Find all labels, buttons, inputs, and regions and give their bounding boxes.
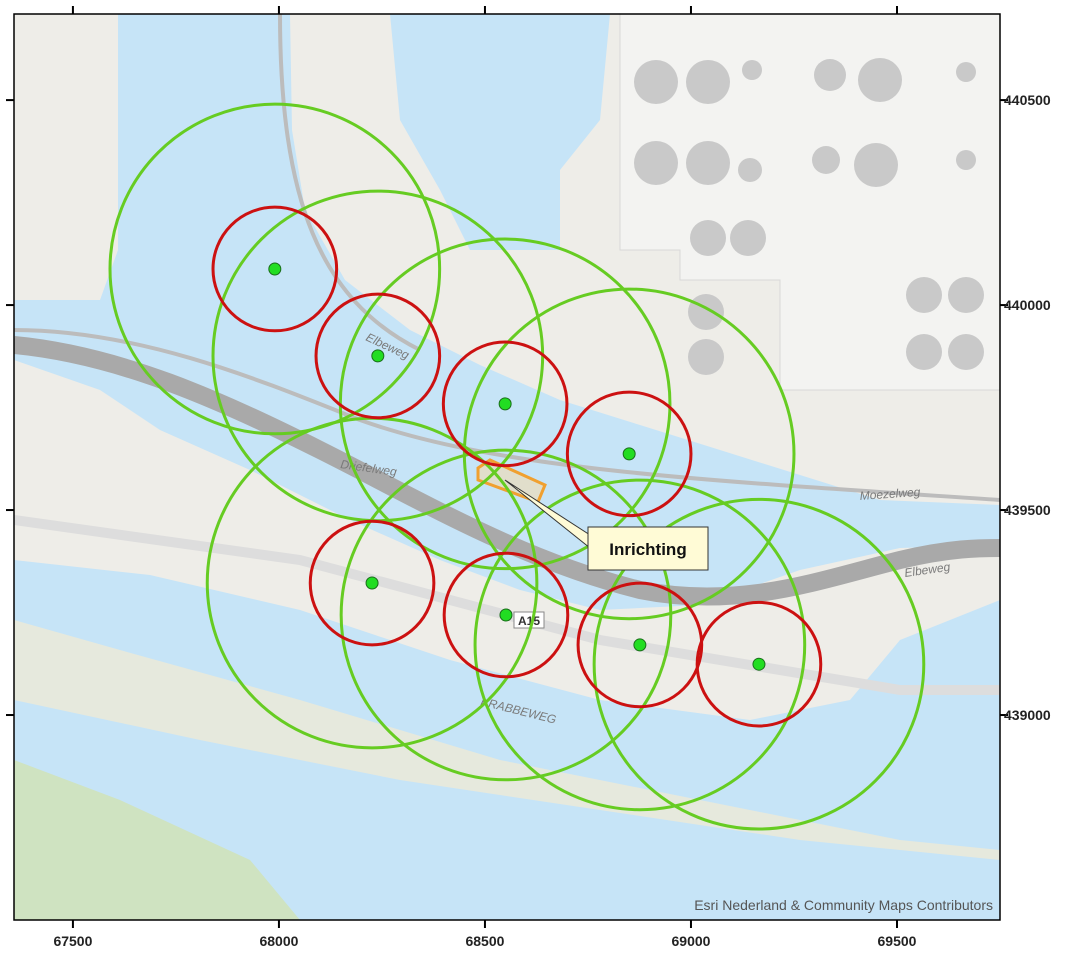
street-label: Elbeweg [903,560,951,580]
industrial-area [619,14,1000,391]
x-tick-label: 69500 [878,933,917,949]
road [14,515,1000,695]
location-point [622,447,636,461]
location-point [752,657,766,671]
location-point [365,576,379,590]
dike [14,620,1000,860]
y-tick-label: 439500 [1004,502,1051,518]
street-label: Moezelweg [859,485,921,503]
buffer-circle [314,292,442,420]
water [390,14,610,250]
attribution: Esri Nederland & Community Maps Contribu… [694,897,993,913]
x-tick-label: 69000 [672,933,711,949]
basemap: Elbeweg Driefelweg Moezelweg Elbeweg A15… [14,14,1000,920]
road-shield [513,611,545,629]
map-frame [13,13,1001,921]
road [278,14,421,352]
buffer-circle [462,287,796,621]
y-tick-label: 439000 [1004,707,1051,723]
buffers [108,102,926,831]
storage-tanks [634,58,984,375]
road [14,328,1000,502]
facility-label: Inrichting [609,540,686,559]
buffer-circle [576,581,704,709]
buffer-circle [211,205,339,333]
buffer-circle [108,102,442,436]
highway [14,336,1000,606]
buffer-circle [695,600,823,728]
location-point [268,262,282,276]
buffer-circle [592,497,926,831]
buffer-circle [473,478,807,812]
axes: 67500 68000 68500 69000 69500 439000 439500 440… [6,6,1051,949]
buffer-circle [442,551,570,679]
buffer-circle [441,340,569,468]
location-point [498,397,512,411]
x-tick-label: 68500 [465,933,504,949]
buffer-circle [565,390,693,518]
y-tick-label: 440500 [1004,92,1051,108]
location-point [499,608,513,622]
location-point [371,349,385,363]
x-tick-label: 67500 [53,933,92,949]
y-tick-label: 440000 [1004,297,1051,313]
location-point [633,638,647,652]
street-label: A15 [518,614,540,628]
x-tick-label: 68000 [259,933,298,949]
buffer-circle [308,519,436,647]
buffer-circle [339,448,673,782]
callout-box [587,526,709,571]
park [14,760,300,920]
